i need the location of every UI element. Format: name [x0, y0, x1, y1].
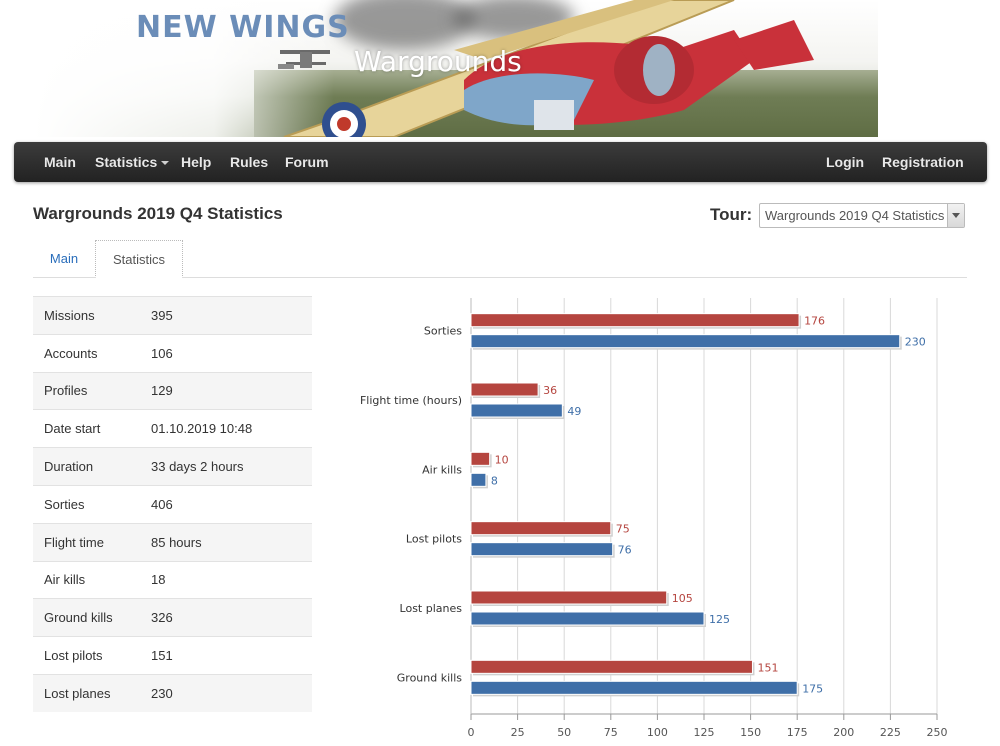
- stat-label: Sorties: [33, 484, 151, 524]
- stat-value: 326: [151, 598, 312, 637]
- nav-statistics-dropdown[interactable]: Statistics: [95, 142, 170, 182]
- data-label: 49: [567, 405, 581, 418]
- x-tick-label: 250: [927, 726, 948, 739]
- bar: [470, 611, 705, 626]
- data-label: 10: [495, 453, 509, 466]
- x-tick-label: 50: [557, 726, 571, 739]
- tour-select[interactable]: Wargrounds 2019 Q4 Statistics: [759, 203, 965, 228]
- stat-label: Duration: [33, 447, 151, 486]
- stat-value: 85 hours: [151, 522, 312, 562]
- stats-table: Missions 395 Accounts 106 Profiles 129 Date st…: [33, 296, 312, 713]
- bar: [470, 680, 798, 695]
- nav-main[interactable]: Main: [44, 154, 76, 170]
- site-logo-title: NEW WINGS: [136, 10, 350, 45]
- data-label: 76: [618, 544, 632, 557]
- table-row: Missions 395: [33, 296, 312, 335]
- x-tick-label: 225: [880, 726, 901, 739]
- stat-value: 230: [151, 673, 312, 713]
- table-row: Sorties 406: [33, 484, 312, 524]
- stat-value: 406: [151, 484, 312, 524]
- x-tick-label: 100: [647, 726, 668, 739]
- table-row: Lost planes 230: [33, 673, 312, 713]
- tab-main[interactable]: Main: [49, 251, 79, 266]
- bar: [470, 472, 487, 487]
- table-row: Flight time 85 hours: [33, 522, 312, 562]
- page-title: Wargrounds 2019 Q4 Statistics: [33, 204, 283, 223]
- category-label: Lost planes: [400, 602, 463, 615]
- bar: [470, 590, 668, 605]
- nav-registration[interactable]: Registration: [882, 154, 964, 170]
- stat-value: 18: [151, 560, 312, 599]
- data-label: 8: [491, 474, 498, 487]
- table-row: Lost pilots 151: [33, 636, 312, 675]
- table-row: Duration 33 days 2 hours: [33, 447, 312, 486]
- stat-label: Profiles: [33, 371, 151, 410]
- data-label: 36: [543, 384, 557, 397]
- bar: [470, 382, 539, 397]
- stat-label: Ground kills: [33, 598, 151, 637]
- nav-statistics-label: Statistics: [95, 154, 158, 170]
- data-label: 151: [757, 661, 778, 674]
- bar: [470, 542, 614, 557]
- stat-value: 129: [151, 371, 312, 410]
- header-banner: NEW WINGS Wargrounds: [34, 0, 878, 137]
- table-row: Accounts 106: [33, 333, 312, 373]
- small-biplane-icon: [278, 50, 330, 69]
- tabs-divider: [33, 277, 967, 278]
- x-tick-label: 175: [787, 726, 808, 739]
- chevron-down-icon[interactable]: [947, 204, 964, 227]
- bar: [470, 313, 800, 328]
- x-tick-label: 75: [604, 726, 618, 739]
- category-label: Ground kills: [397, 671, 462, 684]
- category-label: Sorties: [424, 325, 462, 338]
- stat-label: Lost planes: [33, 673, 151, 713]
- stats-bar-chart: 0 25 50 75 100 125 150 175 200 225 250 Sorties 176 23…: [360, 298, 948, 739]
- nav-forum[interactable]: Forum: [285, 154, 329, 170]
- stat-label: Accounts: [33, 333, 151, 373]
- x-tick-label: 0: [468, 726, 475, 739]
- stat-label: Date start: [33, 409, 151, 448]
- x-tick-label: 150: [740, 726, 761, 739]
- stat-label: Flight time: [33, 522, 151, 562]
- bar: [470, 403, 563, 418]
- category-label: Lost pilots: [406, 533, 462, 546]
- table-row: Air kills 18: [33, 560, 312, 599]
- x-tick-label: 200: [833, 726, 854, 739]
- data-label: 105: [672, 592, 693, 605]
- data-label: 230: [905, 336, 926, 349]
- bar: [470, 451, 491, 466]
- top-navbar: Main Statistics Help Rules Forum Login R…: [14, 142, 987, 182]
- stat-label: Missions: [33, 296, 151, 335]
- bar: [470, 521, 612, 536]
- stat-value: 151: [151, 636, 312, 675]
- site-logo-subtitle: Wargrounds: [354, 45, 522, 78]
- stat-label: Lost pilots: [33, 636, 151, 675]
- category-label: Air kills: [422, 463, 462, 476]
- data-label: 176: [804, 315, 825, 328]
- stat-value: 01.10.2019 10:48: [151, 409, 312, 448]
- table-row: Profiles 129: [33, 371, 312, 410]
- data-label: 75: [616, 523, 630, 536]
- category-label: Flight time (hours): [360, 394, 462, 407]
- x-tick-label: 25: [511, 726, 525, 739]
- stat-value: 395: [151, 296, 312, 335]
- stat-value: 106: [151, 333, 312, 373]
- tour-select-value: Wargrounds 2019 Q4 Statistics: [765, 208, 945, 223]
- data-label: 175: [802, 682, 823, 695]
- caret-down-icon: [161, 161, 170, 166]
- table-row: Ground kills 326: [33, 598, 312, 637]
- stat-label: Air kills: [33, 560, 151, 599]
- nav-help[interactable]: Help: [181, 154, 212, 170]
- nav-login[interactable]: Login: [826, 154, 865, 170]
- nav-rules[interactable]: Rules: [230, 154, 269, 170]
- bar: [470, 334, 901, 349]
- stat-value: 33 days 2 hours: [151, 447, 312, 486]
- bar: [470, 659, 753, 674]
- tab-statistics[interactable]: Statistics: [95, 240, 183, 278]
- biplane-illustration: [278, 0, 814, 137]
- table-row: Date start 01.10.2019 10:48: [33, 409, 312, 448]
- tour-label: Tour:: [710, 205, 753, 224]
- x-tick-label: 125: [694, 726, 715, 739]
- data-label: 125: [709, 613, 730, 626]
